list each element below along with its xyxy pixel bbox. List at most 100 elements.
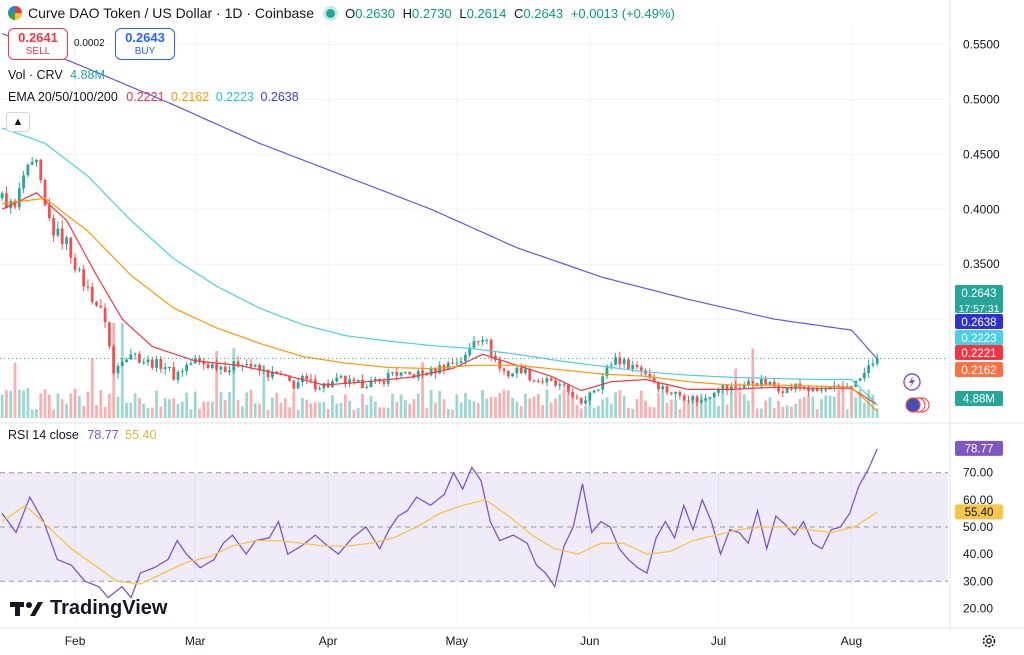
volume-bar [717,405,720,418]
volume-bar [210,401,214,418]
candle [266,370,270,378]
volume-bar [386,407,390,418]
volume-bar [378,407,382,418]
candle [657,381,660,390]
candle [202,360,206,365]
volume-bar [802,396,806,418]
volume-bar [412,399,416,418]
volume-bar [631,408,635,418]
candle [772,381,776,387]
volume-bar [176,404,180,418]
candle [592,390,596,393]
rsi-legend[interactable]: RSI 14 close 78.77 55.40 [8,428,157,442]
candle [631,364,635,370]
price-change: +0.0013 (+0.49%) [570,5,675,21]
ohlc-readout: O0.2630 H0.2730 L0.2614 C0.2643 +0.0013 … [345,5,675,21]
candle [129,354,133,360]
candle [820,389,823,391]
volume-bar [283,398,287,418]
sell-button[interactable]: 0.2641 SELL [8,28,68,60]
candle [785,387,789,393]
candle [219,366,223,370]
candle [365,387,369,389]
candle [198,358,201,361]
price-tag-label: 0.2162 [961,365,996,377]
time-tick-label: Feb [65,634,86,648]
price-tag [955,314,1003,329]
ema20-value: 0.2221 [126,90,165,104]
tradingview-logo: TradingView [10,597,167,620]
volume-bar [163,398,167,418]
candle [17,188,21,208]
candle [335,377,339,382]
volume-bar [219,391,223,418]
volume-bar [17,389,21,418]
volume-bar [215,351,219,418]
rsi-pane: 70.00 60.00 50.00 40.00 30.00 20.00 78.77 55.40… [0,440,1003,648]
candle [163,367,167,369]
volume-bar [498,392,502,418]
candle [343,376,347,384]
rsi-tick-label: 30.00 [963,574,993,588]
buy-button[interactable]: 0.2643 BUY [115,28,175,60]
candle [622,359,626,365]
volume-bar [253,403,257,418]
rsi-ma-tag [955,504,1003,520]
candle [206,364,210,369]
volume-bar [845,409,849,418]
volume-bar [77,396,81,418]
volume-bar [446,408,450,418]
candle [146,359,150,363]
volume-bar [335,403,339,418]
volume-bar [669,399,673,418]
candle [532,380,536,382]
volume-bar [228,391,231,418]
candle [86,286,90,288]
candle [734,386,738,388]
candle [627,359,630,370]
volume-bar [489,396,493,418]
price-tag [955,285,1003,313]
volume-bar [468,399,472,418]
volume-bar [519,405,523,418]
volume-bar [391,393,394,418]
candle [47,205,51,219]
volume-bar [528,398,532,418]
price-tag [955,362,1003,377]
volume-bar [421,362,424,418]
ema-legend[interactable]: EMA 20/50/100/200 0.2221 0.2162 0.2223 0… [8,90,299,104]
volume-legend[interactable]: Vol · CRV 4.88M [8,68,105,82]
candle [472,341,476,348]
volume-bar [133,393,137,418]
lightning-bolt-icon [909,376,915,388]
time-tick-label: Apr [319,634,338,648]
volume-bar [511,397,515,418]
volume-bar [704,397,708,418]
volume-bar [622,395,626,418]
volume-bar [172,398,176,418]
volume-bar [648,406,652,418]
candle [601,376,605,390]
candle [433,367,437,374]
time-tick-label: Aug [841,634,862,648]
candle [875,358,879,364]
candle [155,358,158,368]
symbol-title[interactable]: Curve DAO Token / US Dollar · 1D · Coinb… [28,5,315,21]
time-tick-label: Jun [580,634,599,648]
volume-bar [343,394,347,418]
volume-bar [202,401,206,418]
volume-bar [785,405,789,418]
volume-bar [313,402,317,418]
candle [464,354,467,362]
settings-gear-icon[interactable] [981,633,997,649]
candle [232,361,236,371]
volume-bar [481,390,484,418]
collapse-legend-button[interactable]: ▲ [6,112,30,132]
volume-bar [794,403,798,418]
volume-bar [275,392,279,418]
volume-bar [125,402,128,418]
volume-bar [682,400,686,418]
candle [245,363,249,366]
tradingview-logo-icon [10,601,43,616]
